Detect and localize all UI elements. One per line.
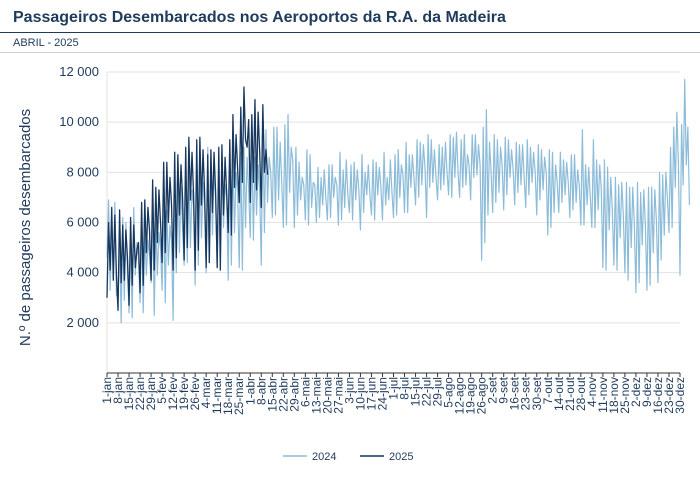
x-tick-label: 12-ago	[453, 377, 467, 415]
y-tick-label: 8 000	[66, 164, 99, 179]
x-tick-label: 8-jan	[111, 377, 125, 404]
x-tick-label: 10-jun	[353, 377, 367, 410]
x-tick-label: 13-mai	[309, 377, 323, 414]
x-tick-label: 14-out	[552, 376, 566, 411]
x-tick-label: 19-fev	[177, 377, 191, 410]
x-tick-label: 8-abr	[254, 377, 268, 405]
x-tick-label: 2-dez	[629, 377, 643, 407]
x-tick-label: 27-mai	[331, 377, 345, 414]
subtitle-rule	[0, 52, 700, 53]
series-lines	[106, 78, 691, 324]
x-tick-label: 22-jul	[420, 377, 434, 406]
chart-title: Passageiros Desembarcados nos Aeroportos…	[13, 9, 506, 26]
x-tick-label: 20-mai	[320, 377, 334, 414]
x-tick-label: 18-mar	[221, 377, 235, 415]
series-line-2025	[106, 86, 269, 311]
x-tick-label: 19-ago	[464, 377, 478, 415]
y-tick-label: 4 000	[66, 265, 99, 280]
x-tick-label: 16-dez	[651, 377, 665, 414]
x-tick-label: 1-abr	[243, 377, 257, 405]
x-tick-label: 25-nov	[618, 377, 632, 414]
x-tick-label: 4-mar	[199, 377, 213, 408]
x-tick-label: 23-dez	[662, 377, 676, 414]
x-tick-label: 23-set	[519, 376, 533, 410]
x-tick-label: 2-set	[486, 376, 500, 403]
x-tick-label: 5-ago	[442, 377, 456, 408]
x-tick-label: 8-jul	[398, 377, 412, 400]
x-tick-label: 9-dez	[640, 377, 654, 407]
x-tick-label: 11-nov	[596, 377, 610, 413]
x-tick-label: 29-abr	[287, 377, 301, 412]
x-tick-label: 22-abr	[276, 377, 290, 412]
x-tick-label: 22-jan	[133, 377, 147, 410]
x-tick-label: 6-mai	[298, 377, 312, 407]
x-tick-label: 16-set	[508, 376, 522, 410]
y-tick-label: 2 000	[66, 315, 99, 330]
series-line-2024	[106, 78, 691, 324]
x-tick-label: 30-dez	[673, 377, 687, 414]
x-tick-label: 15-jul	[409, 377, 423, 406]
x-tick-label: 17-jun	[364, 377, 378, 410]
x-tick-label: 1-jul	[387, 377, 401, 400]
x-axis-ticks: 1-jan8-jan15-jan22-jan29-jan5-fev12-fev1…	[100, 373, 687, 415]
x-tick-label: 26-ago	[475, 377, 489, 415]
legend-label-2025: 2025	[389, 451, 413, 463]
x-tick-label: 12-fev	[166, 377, 180, 410]
x-tick-label: 7-out	[541, 376, 555, 404]
x-tick-label: 3-jun	[342, 377, 356, 404]
x-tick-label: 25-mar	[232, 377, 246, 415]
x-tick-label: 5-fev	[155, 377, 169, 404]
grid-lines	[106, 71, 680, 373]
x-tick-label: 18-nov	[607, 377, 621, 414]
y-tick-label: 6 000	[66, 215, 99, 230]
x-tick-label: 28-out	[574, 376, 588, 411]
y-axis-label: N.º de passageiros desembarcados	[17, 109, 34, 346]
title-rule	[0, 32, 700, 33]
x-tick-label: 29-jul	[431, 377, 445, 406]
x-tick-label: 9-set	[497, 376, 511, 403]
x-tick-label: 4-nov	[585, 377, 599, 407]
x-tick-label: 1-jan	[100, 377, 114, 404]
x-tick-label: 15-jan	[122, 377, 136, 410]
chart-subtitle: ABRIL - 2025	[13, 37, 79, 49]
x-tick-label: 30-set	[530, 376, 544, 410]
x-tick-label: 15-abr	[265, 377, 279, 412]
x-tick-label: 26-fev	[188, 377, 202, 410]
x-tick-label: 24-jun	[375, 377, 389, 410]
legend: 2024 2025	[283, 451, 413, 463]
y-tick-label: 10 000	[59, 114, 99, 129]
x-tick-label: 11-mar	[210, 377, 224, 414]
x-tick-label: 21-out	[563, 376, 577, 411]
legend-label-2024: 2024	[312, 451, 336, 463]
x-tick-label: 29-jan	[144, 377, 158, 410]
y-axis-ticks: 2 000 4 000 6 000 8 000 10 000 12 000	[59, 64, 99, 330]
y-tick-label: 12 000	[59, 64, 99, 79]
